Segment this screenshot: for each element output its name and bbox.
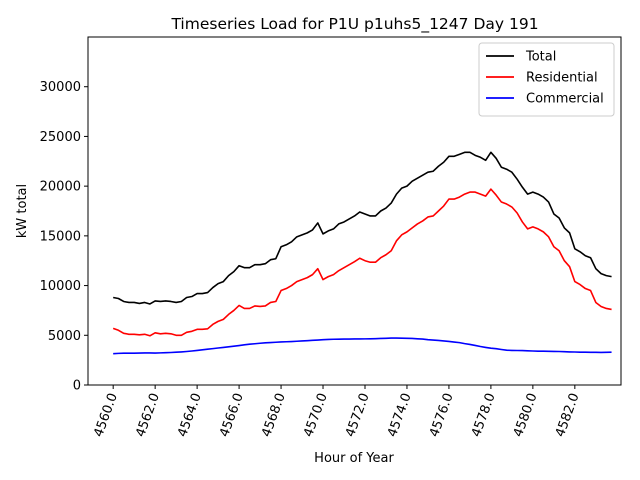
x-axis-label: Hour of Year xyxy=(314,451,394,466)
series-line-residential xyxy=(112,188,612,337)
y-axis-label: kW total xyxy=(15,184,30,238)
chart-title: Timeseries Load for P1U p1uhs5_1247 Day … xyxy=(170,15,538,34)
plot-area xyxy=(87,36,622,386)
series-line-total xyxy=(113,151,612,305)
y-tick-label: 10000 xyxy=(40,279,81,294)
y-tick-label: 30000 xyxy=(40,80,81,95)
series-layer xyxy=(112,151,612,355)
series-line-commercial xyxy=(113,337,612,355)
y-axis: 0 5000 10000 15000 20000 25000 30000 xyxy=(40,80,88,394)
y-tick-label: 5000 xyxy=(48,329,81,344)
legend: Total Residential Commercial xyxy=(478,42,615,117)
legend-label-total: Total xyxy=(525,50,556,65)
axes-frame xyxy=(87,36,622,386)
legend-label-residential: Residential xyxy=(526,71,598,86)
y-tick-label: 15000 xyxy=(40,229,81,244)
y-tick-label: 25000 xyxy=(40,130,81,145)
y-tick-label: 0 xyxy=(73,379,81,394)
legend-label-commercial: Commercial xyxy=(526,92,604,107)
y-tick-label: 20000 xyxy=(40,180,81,195)
